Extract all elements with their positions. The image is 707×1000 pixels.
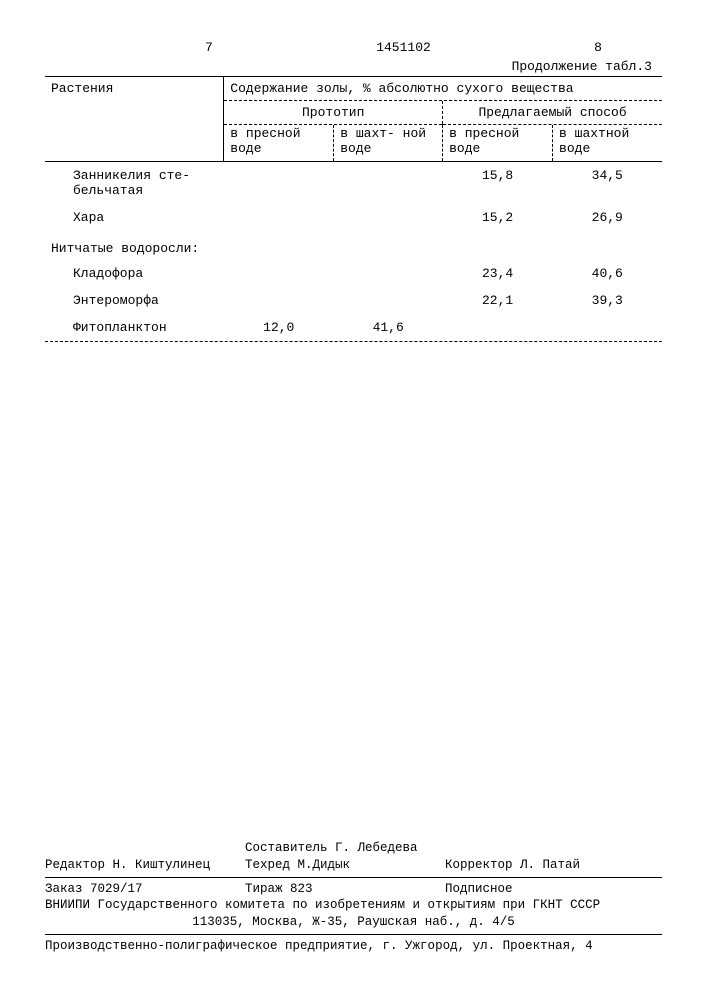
cell	[224, 204, 334, 231]
subsub-c: в пресной воде	[443, 125, 553, 161]
table-continuation: Продолжение табл.3	[45, 59, 662, 74]
page-left: 7	[205, 40, 213, 55]
section-header: Нитчатые водоросли:	[45, 231, 662, 260]
cell: 34,5	[553, 162, 662, 204]
row-label: Кладофора	[45, 260, 224, 287]
editor: Редактор Н. Киштулинец	[45, 857, 245, 874]
cell: 41,6	[334, 314, 443, 341]
row-label: Занникелия сте- бельчатая	[45, 162, 224, 204]
compiler: Составитель Г. Лебедева	[245, 840, 445, 857]
cell: 15,2	[443, 204, 553, 231]
cell	[334, 260, 443, 287]
data-table: Растения Содержание золы, % абсолютно су…	[45, 77, 662, 342]
cell	[224, 260, 334, 287]
cell: 22,1	[443, 287, 553, 314]
imprint-footer: Составитель Г. Лебедева Редактор Н. Кишт…	[45, 840, 662, 955]
cell: 12,0	[224, 314, 334, 341]
order-number: Заказ 7029/17	[45, 881, 245, 898]
col-header-plants: Растения	[45, 77, 224, 124]
subheader-proposed: Предлагаемый способ	[443, 101, 662, 124]
cell	[334, 204, 443, 231]
cell: 23,4	[443, 260, 553, 287]
subsub-b: в шахт- ной воде	[334, 125, 443, 161]
cell	[553, 314, 662, 341]
row-label: Фитопланктон	[45, 314, 224, 341]
main-header: Содержание золы, % абсолютно сухого веще…	[224, 77, 662, 100]
subsub-a: в пресной воде	[224, 125, 334, 161]
row-label: Энтероморфа	[45, 287, 224, 314]
org-line-2: 113035, Москва, Ж-35, Раушская наб., д. …	[45, 914, 662, 931]
cell	[443, 314, 553, 341]
subsub-d: в шахтной воде	[553, 125, 662, 161]
corrector: Корректор Л. Патай	[445, 857, 662, 874]
footer-rule-1	[45, 877, 662, 878]
cell: 40,6	[553, 260, 662, 287]
cell	[224, 287, 334, 314]
doc-number: 1451102	[376, 40, 431, 55]
cell	[334, 162, 443, 204]
techred: Техред М.Дидык	[245, 857, 445, 874]
subheader-prototype: Прототип	[224, 101, 443, 124]
cell	[224, 162, 334, 204]
cell: 39,3	[553, 287, 662, 314]
page-right: 8	[594, 40, 602, 55]
table-bottom-rule	[45, 341, 662, 342]
tirazh: Тираж 823	[245, 881, 445, 898]
org-line-1: ВНИИПИ Государственного комитета по изоб…	[45, 897, 662, 914]
podpisnoe: Подписное	[445, 881, 662, 898]
cell: 26,9	[553, 204, 662, 231]
printer-line: Производственно-полиграфическое предприя…	[45, 938, 662, 955]
cell: 15,8	[443, 162, 553, 204]
footer-rule-2	[45, 934, 662, 935]
cell	[334, 287, 443, 314]
row-label: Хара	[45, 204, 224, 231]
